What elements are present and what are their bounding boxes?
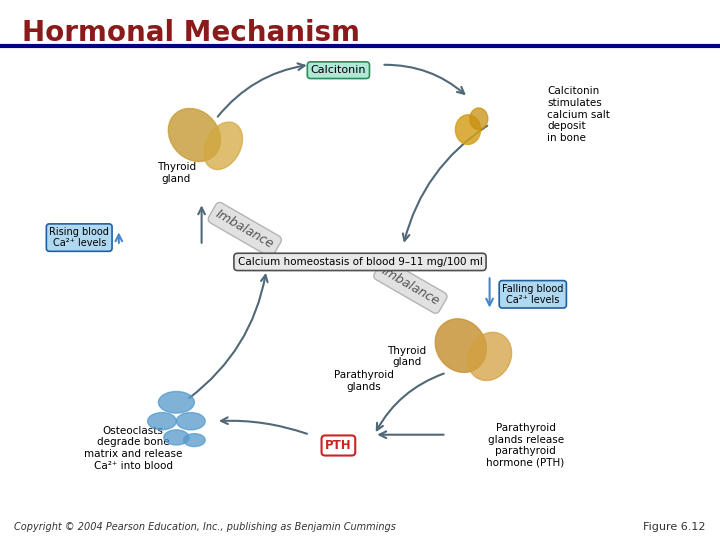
Text: Osteoclasts
degrade bone
matrix and release
Ca²⁺ into blood: Osteoclasts degrade bone matrix and rele… xyxy=(84,426,182,470)
Ellipse shape xyxy=(176,413,205,430)
Text: PTH: PTH xyxy=(325,439,351,452)
Ellipse shape xyxy=(164,430,189,445)
Text: Parathyroid
glands: Parathyroid glands xyxy=(333,370,394,392)
Text: Hormonal Mechanism: Hormonal Mechanism xyxy=(22,19,359,47)
Text: Imbalance: Imbalance xyxy=(213,207,276,252)
Ellipse shape xyxy=(435,319,487,373)
Ellipse shape xyxy=(455,115,481,145)
Text: Imbalance: Imbalance xyxy=(379,264,442,308)
Text: Copyright © 2004 Pearson Education, Inc., publishing as Benjamin Cummings: Copyright © 2004 Pearson Education, Inc.… xyxy=(14,522,396,532)
Ellipse shape xyxy=(184,434,205,447)
Text: Thyroid
gland: Thyroid gland xyxy=(387,346,426,367)
Ellipse shape xyxy=(158,392,194,413)
Text: Figure 6.12: Figure 6.12 xyxy=(643,522,706,532)
Text: Calcitonin
stimulates
calcium salt
deposit
in bone: Calcitonin stimulates calcium salt depos… xyxy=(547,86,610,143)
Ellipse shape xyxy=(168,109,220,161)
Ellipse shape xyxy=(204,122,243,170)
Text: Calcium homeostasis of blood 9–11 mg/100 ml: Calcium homeostasis of blood 9–11 mg/100… xyxy=(238,257,482,267)
Text: Falling blood
Ca²⁺ levels: Falling blood Ca²⁺ levels xyxy=(502,284,564,305)
Text: Calcitonin: Calcitonin xyxy=(310,65,366,75)
Ellipse shape xyxy=(148,413,176,430)
Text: Parathyroid
glands release
parathyroid
hormone (PTH): Parathyroid glands release parathyroid h… xyxy=(487,423,564,468)
Ellipse shape xyxy=(470,108,488,130)
Ellipse shape xyxy=(467,332,512,381)
Text: Thyroid
gland: Thyroid gland xyxy=(157,162,196,184)
Text: Rising blood
Ca²⁺ levels: Rising blood Ca²⁺ levels xyxy=(49,227,109,248)
